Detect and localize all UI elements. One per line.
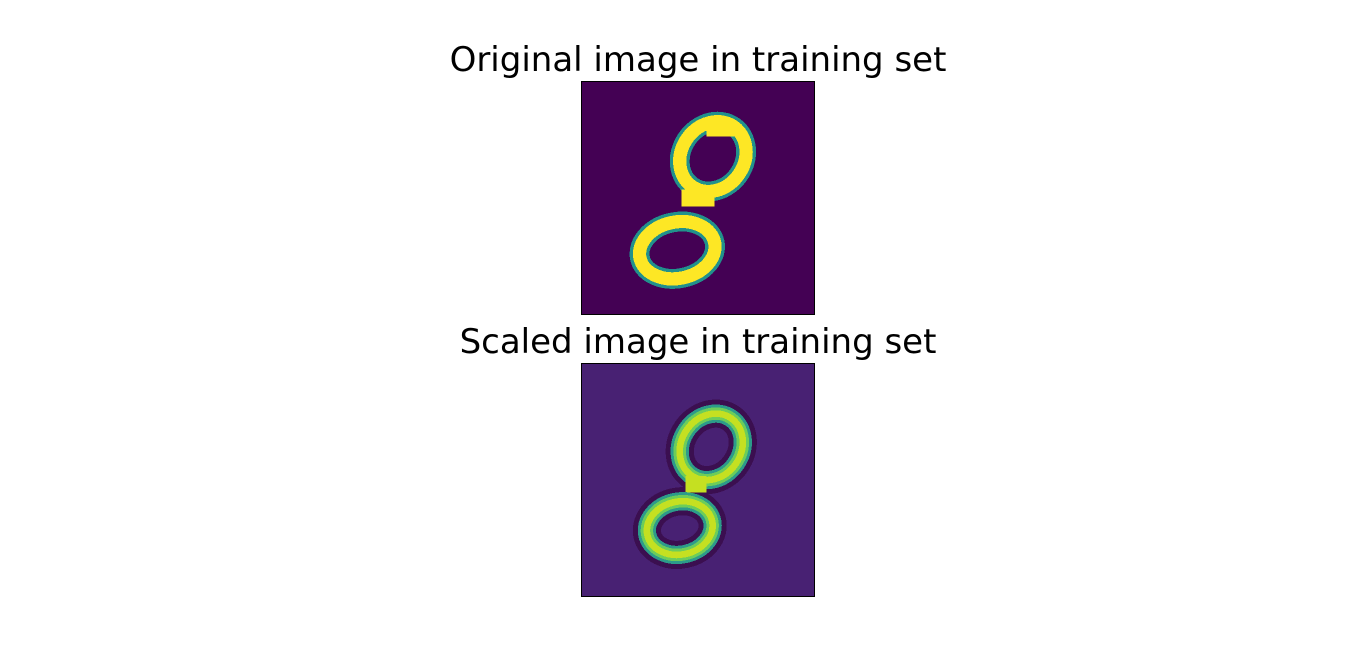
original-image-title: Original image in training set <box>449 40 947 80</box>
scaled-digit-image <box>581 363 815 597</box>
scaled-image-title: Scaled image in training set <box>459 322 937 362</box>
original-digit-image <box>581 81 815 315</box>
